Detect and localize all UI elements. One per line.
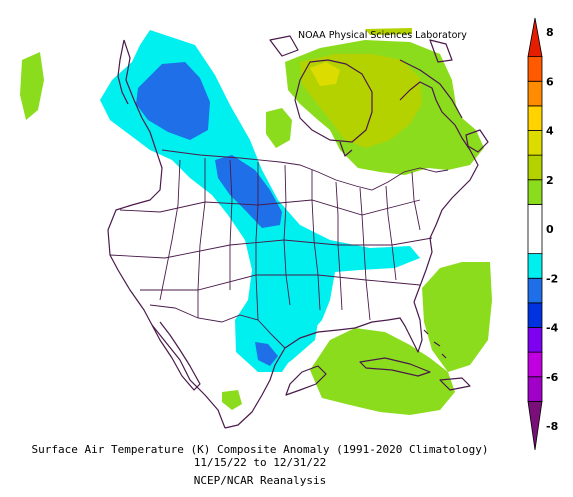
mexico-coastline bbox=[224, 327, 356, 429]
colorbar-tick-label: -4 bbox=[546, 322, 559, 335]
map-outlines bbox=[107, 35, 489, 429]
positive-anomaly-north-edge bbox=[365, 28, 412, 35]
west-coastline bbox=[107, 39, 226, 429]
colorbar-tick-label: 8 bbox=[546, 26, 554, 39]
positive-anomaly-alaska bbox=[20, 52, 44, 120]
colorbar-bin bbox=[527, 400, 543, 451]
colorbar-bin bbox=[527, 56, 543, 82]
caption-dates: 11/15/22 to 12/31/22 bbox=[193, 456, 327, 469]
colorbar-bin bbox=[527, 130, 543, 156]
colorbar-bin bbox=[527, 179, 543, 205]
colorbar-bin bbox=[527, 80, 543, 107]
colorbar-tick-label: -6 bbox=[546, 371, 559, 384]
colorbar-bin bbox=[527, 154, 543, 181]
colorbar-tick-label: 0 bbox=[546, 223, 554, 236]
colorbar-bin bbox=[527, 253, 543, 279]
colorbar-bin bbox=[527, 351, 543, 378]
political-borders bbox=[109, 149, 449, 349]
gulf-coast bbox=[354, 301, 423, 353]
colorbar-bin bbox=[527, 105, 543, 131]
anomaly-shading bbox=[20, 28, 492, 415]
newfoundland bbox=[465, 129, 489, 153]
colorbar-bin bbox=[527, 302, 543, 328]
colorbar-tick-label: 4 bbox=[546, 125, 554, 138]
colorbar-bin bbox=[527, 203, 543, 255]
state-lines bbox=[109, 158, 433, 321]
arctic-island-2 bbox=[429, 39, 453, 63]
strongest-positive-quebec bbox=[310, 62, 340, 86]
alaska-panhandle bbox=[117, 39, 129, 105]
hispaniola bbox=[439, 377, 471, 391]
yucatan bbox=[285, 365, 327, 396]
strong-negative-texas-coast bbox=[255, 342, 278, 366]
credit-label: NOAA Physical Sciences Laboratory bbox=[298, 30, 467, 41]
colorbar-bin bbox=[527, 327, 543, 353]
east-coastline bbox=[399, 81, 479, 303]
colorbar-tick-label: 2 bbox=[546, 174, 554, 187]
strong-negative-bc bbox=[136, 62, 210, 140]
arctic-island-1 bbox=[269, 35, 299, 57]
us-mexico-border bbox=[149, 304, 286, 349]
bahamas bbox=[423, 329, 447, 359]
caption-source: NCEP/NCAR Reanalysis bbox=[193, 474, 327, 487]
caption-title: Surface Air Temperature (K) Composite An… bbox=[31, 443, 489, 456]
baja-peninsula bbox=[151, 321, 201, 391]
colorbar-tick-label: -8 bbox=[546, 420, 558, 433]
hudson-bay bbox=[294, 59, 373, 143]
colorbar-tick-label: -2 bbox=[546, 272, 558, 285]
positive-anomaly-atlantic bbox=[422, 262, 492, 372]
positive-anomaly-hudson-west bbox=[266, 108, 292, 148]
james-bay bbox=[339, 141, 353, 157]
positive-anomaly-caribbean bbox=[310, 328, 455, 415]
colorbar-bin bbox=[527, 277, 543, 304]
positive-anomaly-pacific-mexico bbox=[222, 390, 242, 410]
colorbar-tick-label: 6 bbox=[546, 75, 554, 88]
colorbar-bin bbox=[527, 17, 543, 58]
us-canada-border bbox=[161, 149, 449, 191]
cuba bbox=[359, 357, 431, 377]
labrador-coast bbox=[399, 59, 463, 119]
strong-negative-plains bbox=[215, 155, 282, 228]
colorbar: 8 6 4 2 0 -2 -4 -6 -8 bbox=[527, 17, 559, 451]
colorbar-bin bbox=[527, 376, 543, 402]
